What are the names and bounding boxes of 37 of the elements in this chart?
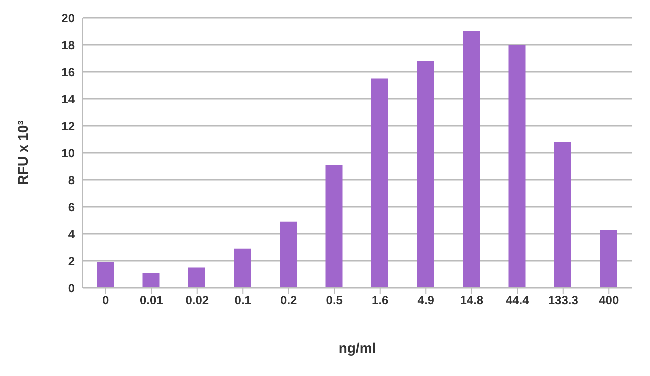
x-tick-label: 14.8 bbox=[460, 294, 484, 308]
y-axis-title: RFU x 10³ bbox=[14, 120, 31, 186]
x-tick-label: 0.02 bbox=[186, 294, 210, 308]
bar bbox=[463, 32, 480, 288]
y-tick-label: 0 bbox=[68, 281, 76, 296]
y-tick-label: 18 bbox=[62, 38, 76, 52]
x-tick-label: 400 bbox=[599, 294, 620, 308]
x-tick-label: 44.4 bbox=[506, 294, 530, 308]
y-tick-label: 4 bbox=[68, 227, 76, 242]
y-tick-label: 2 bbox=[68, 254, 76, 268]
y-tick-label: 16 bbox=[62, 65, 76, 80]
bar bbox=[97, 262, 114, 288]
y-tick-label: 12 bbox=[62, 119, 76, 134]
x-tick-label: 0.2 bbox=[280, 294, 298, 308]
x-tick-label: 0.01 bbox=[140, 294, 164, 308]
bar bbox=[417, 61, 434, 288]
bar bbox=[554, 142, 572, 288]
x-tick-label: 0.5 bbox=[326, 294, 344, 308]
bar bbox=[372, 78, 388, 288]
bar bbox=[188, 268, 206, 288]
bar bbox=[234, 248, 252, 288]
y-tick-label: 8 bbox=[68, 173, 76, 188]
x-tick-label: 0 bbox=[102, 294, 110, 308]
y-tick-label: 6 bbox=[68, 200, 76, 214]
x-tick-label: 1.6 bbox=[372, 294, 390, 308]
x-tick-label: 4.9 bbox=[418, 294, 435, 308]
bar bbox=[280, 222, 297, 288]
bar bbox=[326, 165, 343, 288]
x-axis-title: ng/ml bbox=[338, 340, 376, 356]
bar bbox=[142, 273, 160, 288]
bar bbox=[508, 45, 526, 288]
y-tick-label: 14 bbox=[62, 92, 76, 106]
y-tick-label: 20 bbox=[62, 11, 76, 26]
x-tick-label: 133.3 bbox=[548, 294, 579, 308]
y-tick-label: 10 bbox=[62, 146, 76, 160]
bar bbox=[600, 230, 618, 288]
x-tick-label: 0.1 bbox=[234, 294, 252, 308]
